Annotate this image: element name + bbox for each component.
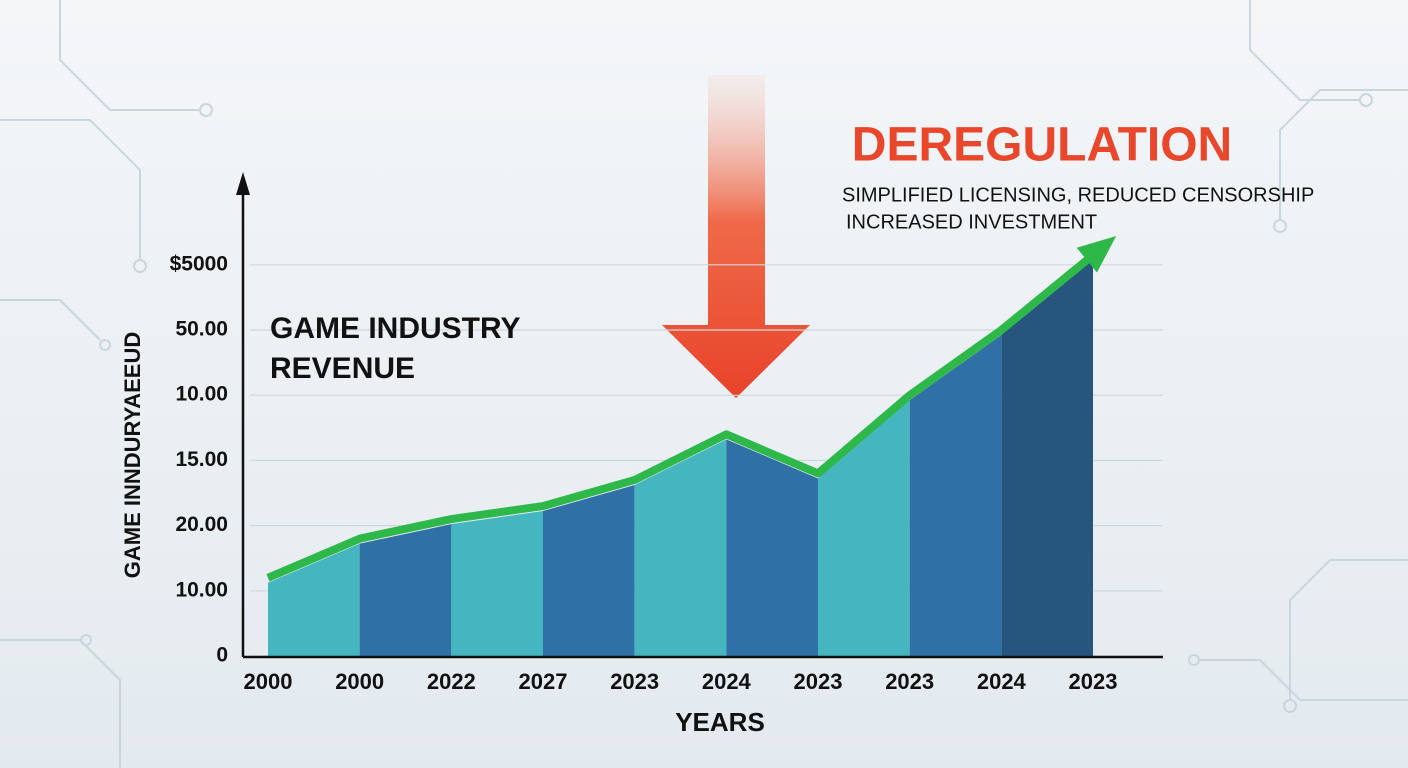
annotation: REVENUE [270,352,415,385]
y-tick-label: $5000 [170,252,228,275]
x-tick-label: 2023 [885,669,934,694]
trend-arrowhead [1076,236,1117,273]
area-segment [634,439,727,656]
y-tick-label: 50.00 [175,318,228,341]
annotation: GAME INDUSTRY [270,312,521,345]
area-segment [451,511,543,656]
x-tick-label: 2000 [335,669,384,694]
subtitle: SIMPLIFIED LICENSING, REDUCED CENSORSHIP [842,184,1314,206]
y-tick-label: 0 [216,644,228,667]
x-axis-label: YEARS [675,707,765,737]
area-segment [909,335,1002,656]
area-segment [543,484,635,656]
subtitle: INCREASED INVESTMENT [846,211,1097,233]
x-tick-label: 2024 [702,669,752,694]
y-tick-label: 15.00 [175,448,228,471]
y-tick-label: 10.00 [175,578,228,601]
down-arrow [662,75,810,398]
y-tick-label: 20.00 [175,513,228,536]
area-segment [1001,260,1093,656]
y-tick-label: 10.00 [175,383,228,406]
y-axis-arrow [236,172,250,195]
area-segment [818,400,910,656]
x-tick-label: 2023 [1069,669,1118,694]
x-tick-label: 2027 [519,669,568,694]
area-segment [726,439,818,656]
x-tick-label: 2023 [610,669,659,694]
x-tick-label: 2000 [244,669,293,694]
trend-line [266,251,1096,582]
chart-title: DEREGULATION [852,119,1232,172]
x-tick-label: 2022 [427,669,476,694]
x-tick-label: 2024 [977,669,1027,694]
y-axis-label: GAME INNDURYAEEUD [120,332,145,579]
x-tick-label: 2023 [794,669,843,694]
area-segment [268,543,360,656]
area-segment [359,524,452,656]
